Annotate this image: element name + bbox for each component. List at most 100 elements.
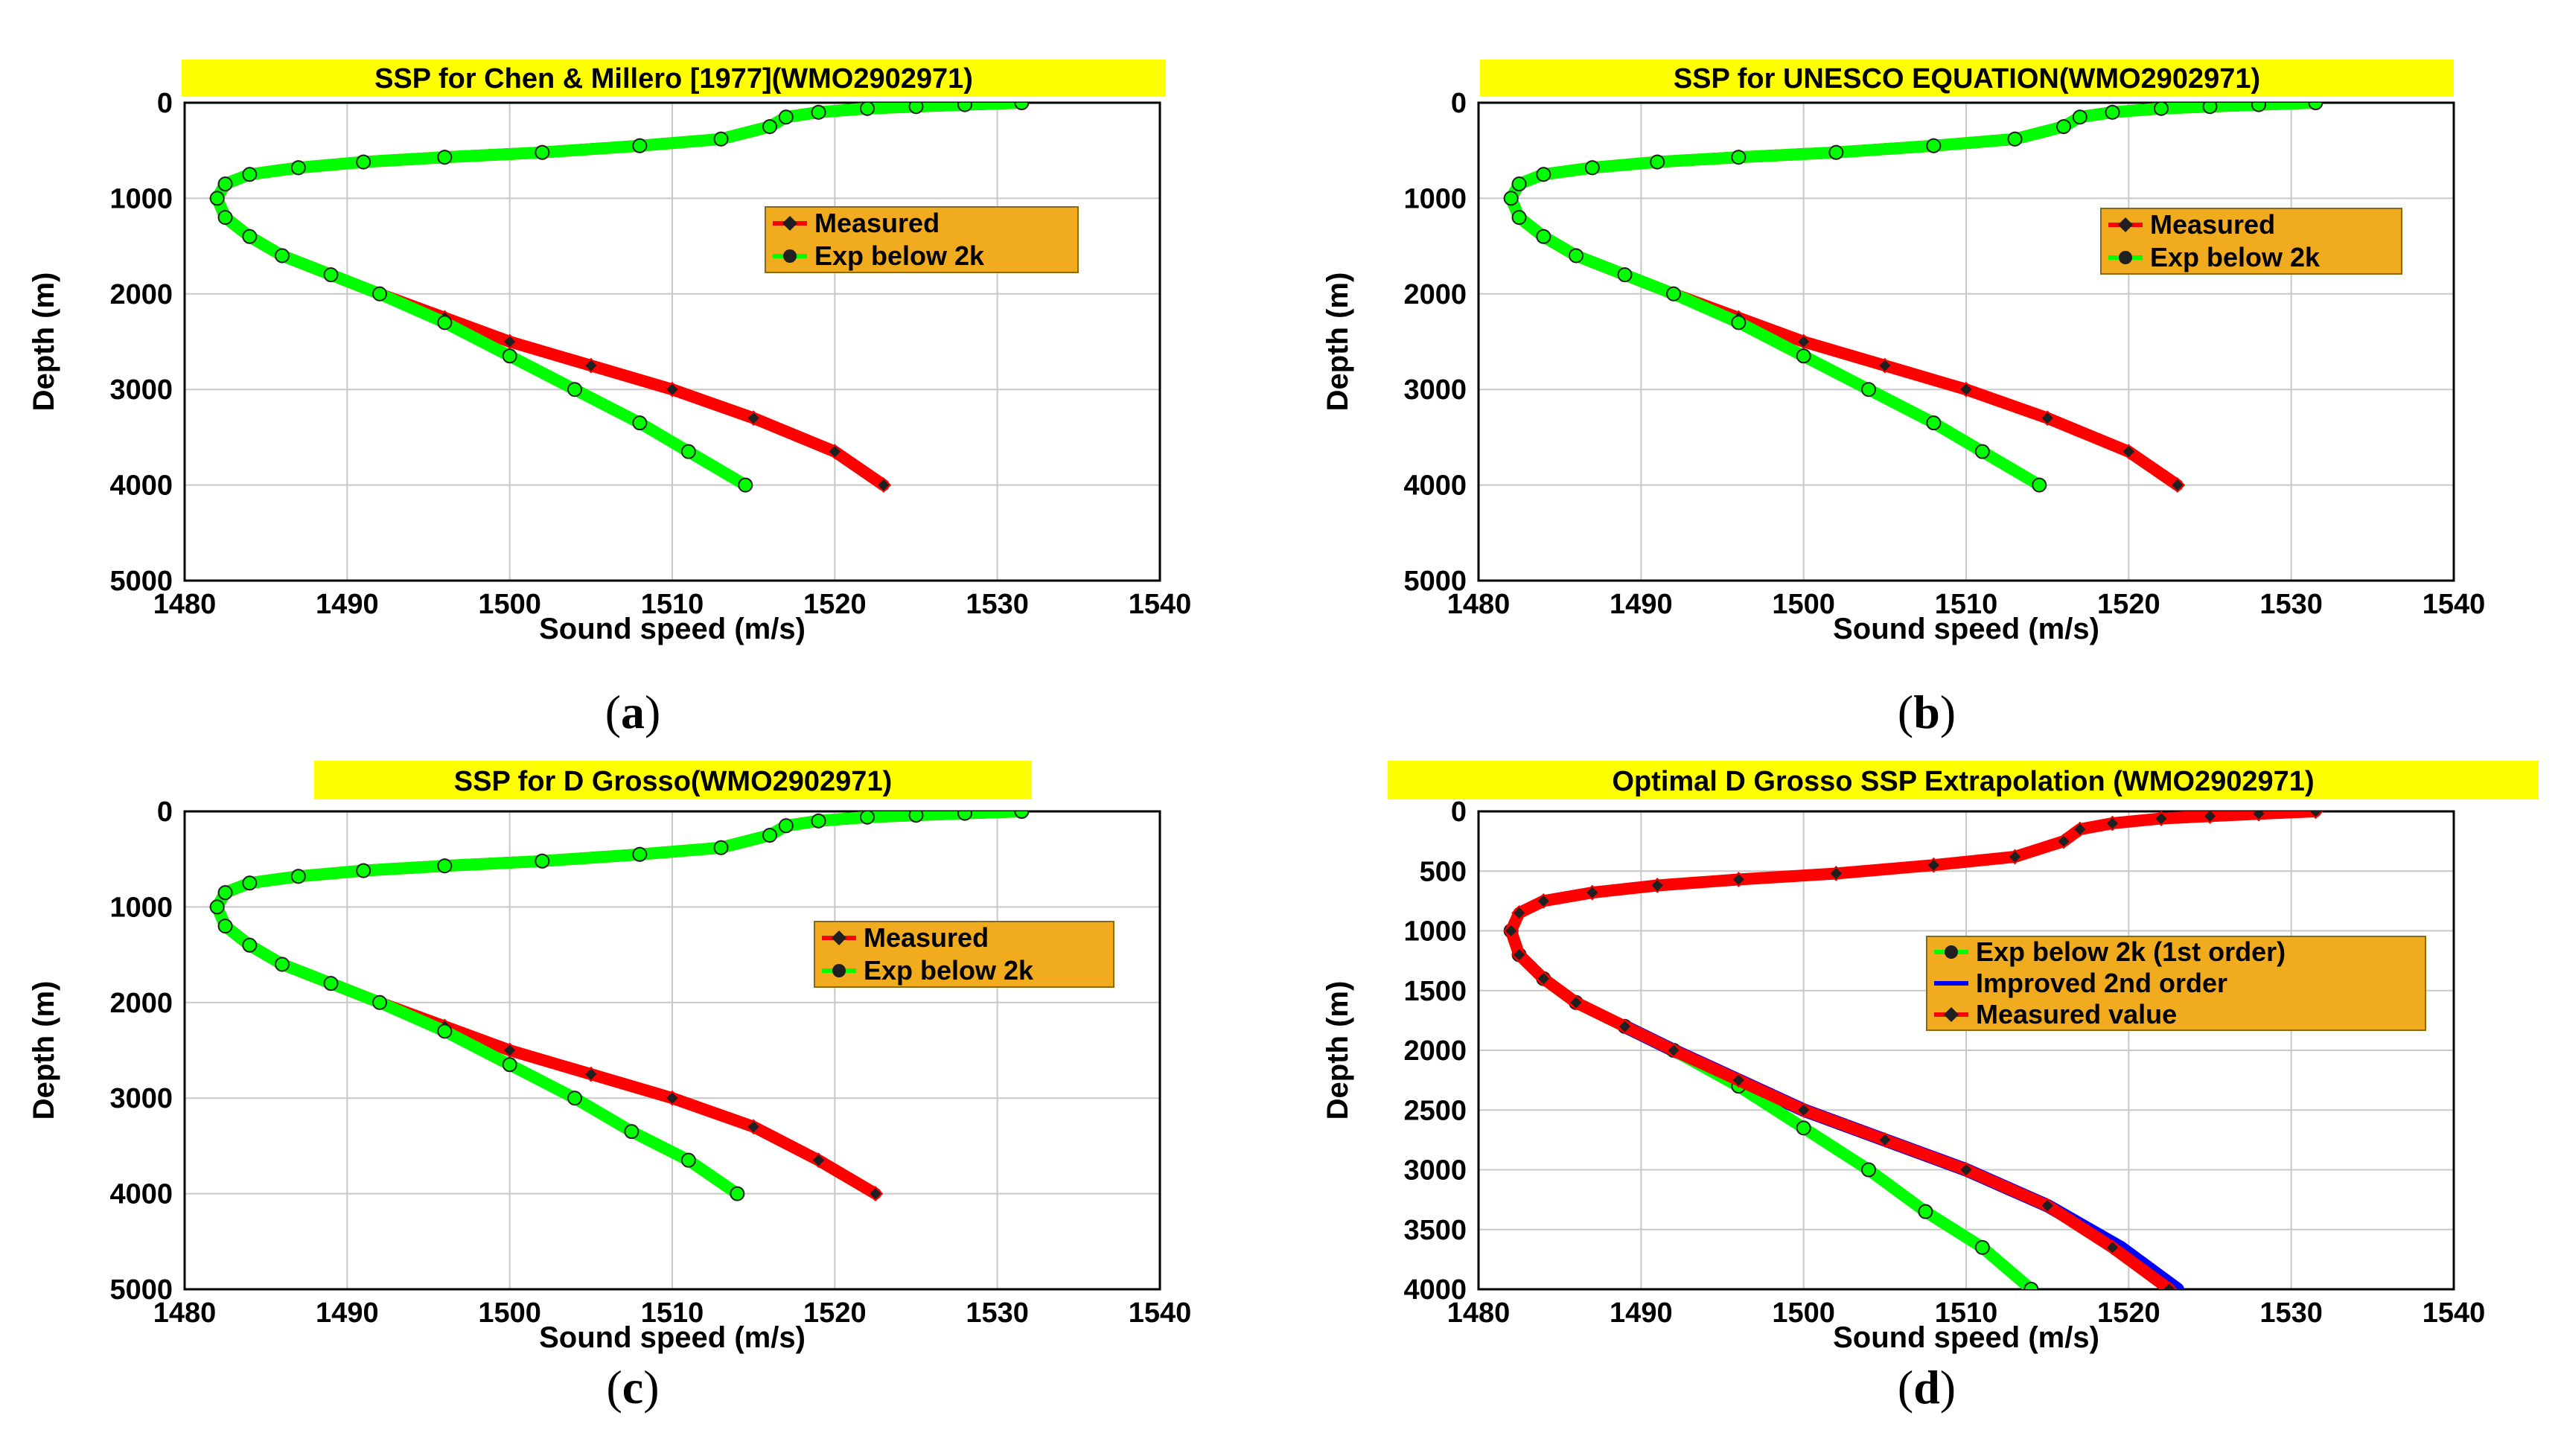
legend-box bbox=[1926, 936, 2426, 1031]
data-point bbox=[1511, 905, 1527, 921]
data-point bbox=[624, 1124, 640, 1140]
data-point bbox=[2072, 821, 2088, 837]
legend-box bbox=[765, 206, 1079, 273]
y-tick-label: 2000 bbox=[1403, 1035, 1467, 1067]
data-point bbox=[908, 811, 924, 823]
data-point bbox=[1958, 1162, 1974, 1178]
panel-c: 1480 1490 1500 1510 1520 1530 1540 0 1000 2000 300… bbox=[28, 761, 1191, 1414]
y-tick-label: 3000 bbox=[109, 1083, 173, 1114]
data-point bbox=[1828, 144, 1844, 160]
data-point bbox=[745, 1119, 762, 1135]
data-point bbox=[356, 863, 371, 878]
y-tick-label: 5000 bbox=[109, 566, 173, 597]
data-point bbox=[275, 248, 290, 264]
chart-title: SSP for D Grosso(WMO2902971) bbox=[454, 766, 892, 797]
data-point bbox=[437, 315, 453, 331]
data-point bbox=[2161, 1281, 2178, 1289]
x-tick-label: 1500 bbox=[478, 1297, 541, 1329]
data-point bbox=[1535, 971, 1551, 987]
x-tick-label: 1540 bbox=[2423, 1297, 2486, 1329]
legend-box bbox=[2100, 208, 2402, 275]
y-tick-label: 4000 bbox=[109, 1179, 173, 1210]
data-point bbox=[860, 811, 875, 825]
data-point bbox=[242, 937, 258, 953]
data-point bbox=[2169, 477, 2186, 494]
panel-label: (d) bbox=[1898, 1361, 1956, 1414]
data-point bbox=[1861, 382, 1876, 397]
y-tick-label: 2000 bbox=[109, 988, 173, 1019]
data-point bbox=[209, 191, 225, 206]
y-tick-label: 500 bbox=[1420, 856, 1467, 887]
y-tick-label: 5000 bbox=[1403, 566, 1467, 597]
data-point bbox=[502, 333, 518, 350]
legend-label: Measured bbox=[814, 208, 940, 238]
y-tick-label: 3000 bbox=[1403, 1155, 1467, 1187]
data-point bbox=[1731, 315, 1747, 331]
data-point bbox=[2105, 815, 2120, 831]
x-axis-label: Sound speed (m/s) bbox=[1833, 1321, 2099, 1354]
data-point bbox=[1926, 138, 1942, 153]
y-tick-label: 0 bbox=[1451, 88, 1467, 119]
x-tick-label: 1490 bbox=[316, 589, 379, 620]
legend-label: Exp below 2k (1st order) bbox=[1976, 936, 2286, 967]
data-point bbox=[437, 858, 453, 874]
data-point bbox=[778, 109, 794, 125]
panel-label-paren: ( bbox=[1898, 1361, 1913, 1414]
data-point bbox=[372, 286, 387, 301]
data-point bbox=[867, 1186, 884, 1202]
y-axis-label: Depth (m) bbox=[1321, 981, 1354, 1120]
data-point bbox=[762, 119, 777, 135]
panel-label-paren: ( bbox=[606, 1361, 622, 1414]
x-tick-label: 1480 bbox=[153, 589, 217, 620]
data-point bbox=[2202, 811, 2218, 824]
data-point bbox=[1511, 947, 1527, 963]
data-point bbox=[778, 818, 794, 834]
data-point bbox=[1877, 1131, 1893, 1148]
data-point bbox=[664, 1090, 680, 1106]
data-point bbox=[290, 869, 306, 884]
panel-label-paren: ) bbox=[1940, 686, 1956, 738]
y-axis-label: Depth (m) bbox=[28, 981, 60, 1120]
x-tick-label: 1510 bbox=[641, 1297, 704, 1329]
x-tick-label: 1480 bbox=[153, 1297, 217, 1329]
data-point bbox=[875, 477, 892, 494]
data-point bbox=[811, 104, 826, 120]
data-point bbox=[1796, 1120, 1811, 1136]
data-point bbox=[1584, 160, 1600, 176]
y-tick-label: 0 bbox=[157, 796, 173, 828]
data-point bbox=[567, 382, 582, 397]
data-point bbox=[2251, 811, 2267, 822]
y-tick-label: 1500 bbox=[1403, 976, 1467, 1007]
data-point bbox=[713, 131, 729, 147]
y-tick-label: 3000 bbox=[1403, 374, 1467, 406]
y-tick-label: 3500 bbox=[1403, 1215, 1467, 1246]
legend-swatch-marker bbox=[832, 964, 846, 977]
x-tick-label: 1530 bbox=[966, 1297, 1029, 1329]
y-tick-label: 2000 bbox=[109, 279, 173, 310]
data-point bbox=[2072, 109, 2087, 125]
data-point bbox=[738, 477, 753, 493]
data-point bbox=[535, 853, 550, 869]
panel-label-letter: a bbox=[621, 686, 645, 738]
data-point bbox=[372, 994, 387, 1010]
data-point bbox=[2056, 119, 2071, 135]
data-point bbox=[502, 1057, 517, 1073]
y-tick-label: 4000 bbox=[1403, 470, 1467, 502]
data-point bbox=[1503, 191, 1519, 206]
data-point bbox=[632, 846, 648, 862]
y-tick-label: 1000 bbox=[1403, 916, 1467, 948]
data-point bbox=[713, 840, 729, 855]
x-tick-label: 1500 bbox=[1772, 589, 1835, 620]
data-point bbox=[730, 1186, 745, 1201]
legend-label: Exp below 2k bbox=[814, 240, 985, 271]
data-point bbox=[275, 957, 290, 972]
data-point bbox=[1511, 176, 1527, 192]
panel-label: (a) bbox=[605, 686, 661, 738]
data-point bbox=[583, 357, 599, 374]
panel-d: 1480 1490 1500 1510 1520 1530 1540 0 500 1000 1500… bbox=[1321, 761, 2539, 1414]
y-tick-label: 4000 bbox=[1403, 1274, 1467, 1306]
x-axis-label: Sound speed (m/s) bbox=[1833, 613, 2099, 645]
data-point bbox=[680, 444, 696, 459]
